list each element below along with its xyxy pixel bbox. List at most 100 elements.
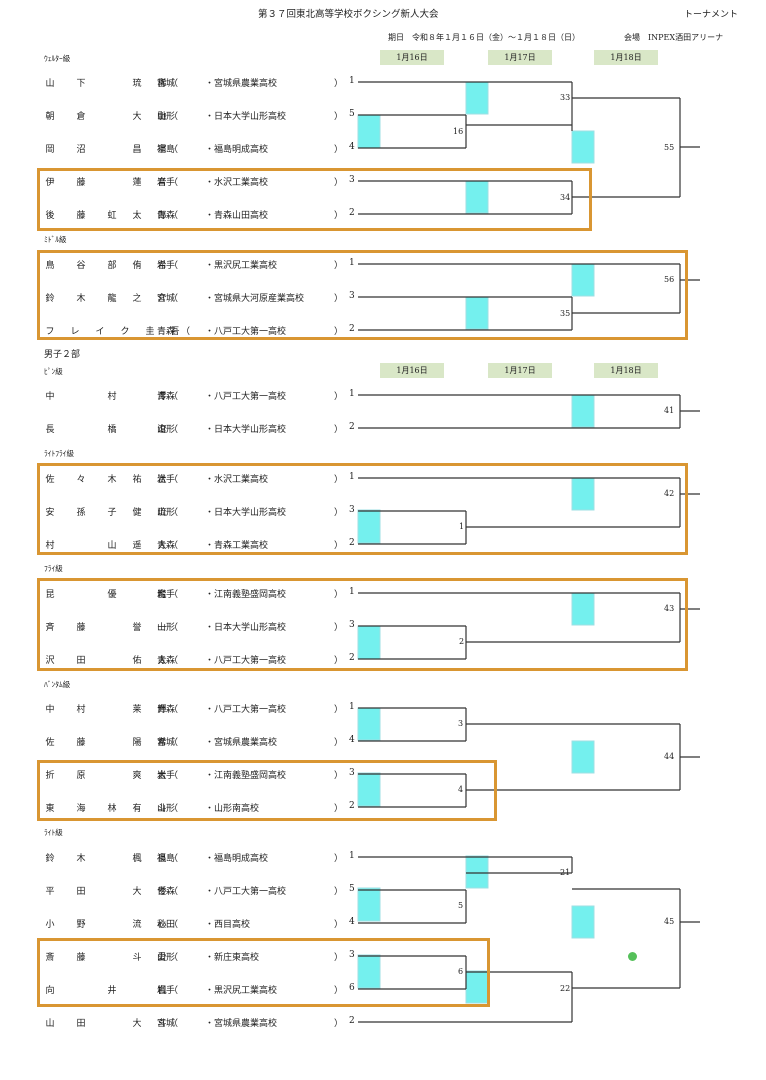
paren-close: ）: [334, 79, 344, 89]
paren-open: （: [169, 590, 179, 600]
paren-close: ）: [334, 425, 344, 435]
paren-open: （: [169, 854, 179, 864]
draw-number: 2: [349, 1016, 355, 1026]
name-char: 莱: [132, 705, 142, 715]
draw-number: 3: [349, 768, 355, 778]
day-header-3: 1月18日: [594, 50, 658, 65]
name-char: 愛: [157, 953, 167, 963]
school-name: ・八戸工大第一高校: [205, 392, 287, 402]
prefecture: 山形: [157, 623, 176, 633]
name-char: 遥: [132, 541, 142, 551]
school-name: ・青森工業高校: [205, 541, 269, 551]
name-char: 折: [45, 771, 55, 781]
progress-marker: [357, 887, 381, 922]
name-char: 小: [45, 920, 55, 930]
name-char: 後: [45, 211, 55, 221]
paren-open: （: [169, 705, 179, 715]
name-char: 佐: [45, 738, 55, 748]
paren-open: （: [169, 738, 179, 748]
paren-open: （: [169, 508, 179, 518]
name-char: 村: [107, 392, 117, 402]
draw-number: 2: [349, 538, 355, 548]
paren-open: （: [169, 887, 179, 897]
name-char: フ: [45, 327, 55, 337]
draw-number: 1: [349, 258, 355, 268]
name-char: 有: [132, 804, 142, 814]
match-number: 16: [453, 127, 464, 136]
draw-number: 1: [349, 76, 355, 86]
name-char: 祐: [132, 475, 142, 485]
draw-number: 3: [349, 950, 355, 960]
paren-open: （: [169, 986, 179, 996]
name-char: 田: [76, 887, 86, 897]
draw-number: 6: [349, 983, 355, 993]
prefecture: 青森: [157, 392, 176, 402]
match-number: 43: [664, 604, 675, 613]
school-name: ・八戸工大第一高校: [205, 887, 287, 897]
event-dates: 期日 令和８年１月１６日（金）～１月１８日（日）: [388, 33, 580, 42]
highlight-frame: [37, 250, 688, 340]
name-char: 遼: [157, 425, 167, 435]
progress-marker: [357, 114, 381, 149]
name-char: イ: [95, 327, 105, 337]
draw-number: 5: [349, 884, 355, 894]
name-char: 沢: [45, 656, 55, 666]
category-welter: ｳｪﾙﾀｰ級: [44, 54, 71, 63]
paren-close: ）: [334, 392, 344, 402]
school-name: ・福島明成高校: [205, 854, 269, 864]
name-char: 誉: [132, 623, 142, 633]
name-char: レ: [70, 327, 80, 337]
school-name: ・江南義塾盛岡高校: [205, 590, 287, 600]
school-name: ・八戸工大第一高校: [205, 327, 287, 337]
name-char: 木: [76, 294, 86, 304]
name-char: 心: [157, 920, 167, 930]
school-name: ・日本大学山形高校: [205, 425, 287, 435]
paren-open: （: [169, 79, 179, 89]
name-char: 田: [76, 656, 86, 666]
school-name: ・西目高校: [205, 920, 251, 930]
name-char: 藤: [76, 953, 86, 963]
paren-open: （: [169, 425, 179, 435]
paren-open: （: [169, 211, 179, 221]
name-char: 平: [45, 887, 55, 897]
name-char: 部: [107, 261, 117, 271]
name-char: 昆: [45, 590, 55, 600]
highlight-frame: [37, 168, 592, 231]
paren-close: ）: [334, 541, 344, 551]
draw-number: 2: [349, 653, 355, 663]
paren-close: ）: [334, 294, 344, 304]
draw-number: 3: [349, 175, 355, 185]
prefecture: 青森: [157, 327, 176, 337]
name-char: 希: [157, 738, 167, 748]
progress-marker: [465, 855, 489, 889]
name-char: 岡: [45, 145, 55, 155]
match-number: 55: [664, 143, 675, 152]
school-name: ・水沢工業高校: [205, 178, 269, 188]
prefecture: 秋田: [157, 920, 176, 930]
name-char: 郎: [157, 211, 167, 221]
name-char: 汰: [157, 475, 167, 485]
day-header-2: 1月17日: [488, 363, 552, 378]
paren-open: （: [169, 178, 179, 188]
highlight-frame: [37, 938, 490, 1007]
name-char: 中: [45, 705, 55, 715]
name-char: 斗: [157, 1019, 167, 1029]
category-bantam: ﾊﾞﾝﾀﾑ級: [44, 680, 71, 689]
name-char: 倭: [157, 887, 167, 897]
name-char: 龍: [107, 294, 117, 304]
prefecture: 山形: [157, 804, 176, 814]
draw-number: 3: [349, 505, 355, 515]
name-char: 一: [157, 623, 167, 633]
prefecture: 宮城: [157, 738, 176, 748]
name-char: 斗: [132, 953, 142, 963]
paren-open: （: [169, 541, 179, 551]
category-light: ﾗｲﾄ級: [44, 828, 63, 837]
name-char: 佐: [45, 475, 55, 485]
school-name: ・福島明成高校: [205, 145, 269, 155]
name-char: 大: [132, 887, 142, 897]
name-char: 流: [132, 920, 142, 930]
name-char: 大: [132, 1019, 142, 1029]
school-name: ・日本大学山形高校: [205, 623, 287, 633]
category-middle: ﾐﾄﾞﾙ級: [44, 235, 67, 244]
name-char: 海: [76, 804, 86, 814]
